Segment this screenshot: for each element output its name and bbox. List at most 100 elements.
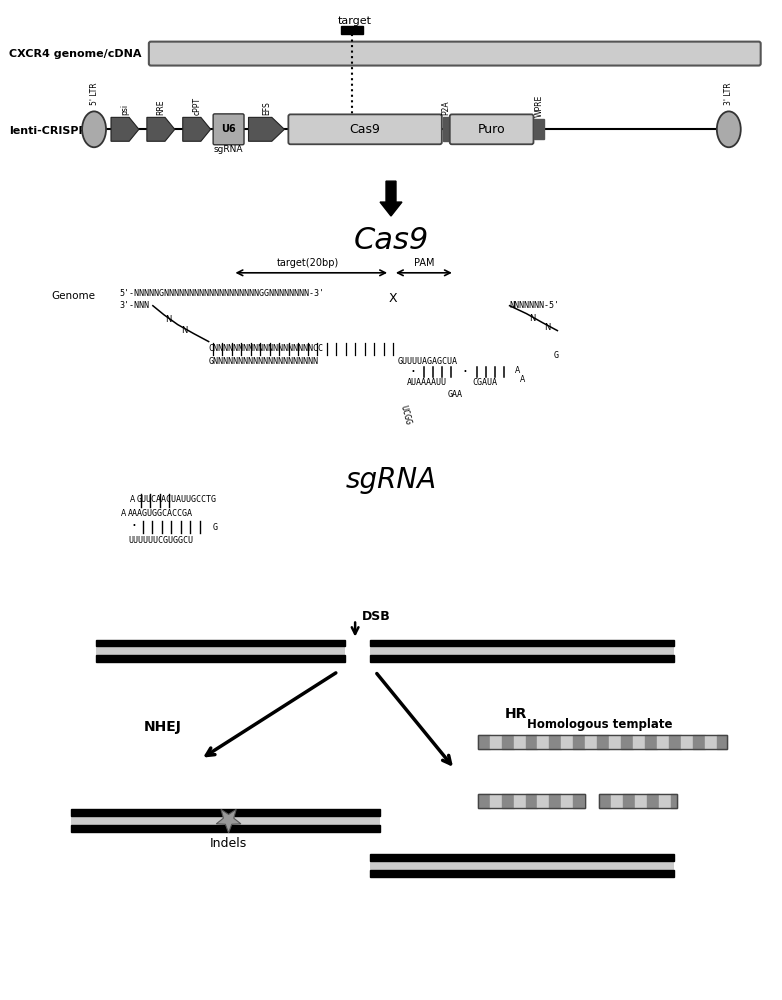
Bar [370, 854, 674, 861]
Text: target(20bp): target(20bp) [277, 258, 339, 268]
Bar [501, 735, 514, 749]
Bar [443, 117, 449, 141]
Ellipse shape [717, 111, 741, 147]
Text: EFS: EFS [262, 102, 271, 115]
Bar [550, 794, 561, 808]
Text: CNNNNNNNNNNNNNNNNNNNNCC: CNNNNNNNNNNNNNNNNNNNNCC [209, 344, 324, 353]
Text: P2A: P2A [441, 101, 450, 115]
Bar [717, 735, 726, 749]
Bar [573, 735, 585, 749]
Text: HR: HR [504, 707, 527, 721]
Text: A: A [515, 366, 520, 375]
Text: N: N [544, 323, 551, 332]
Text: Cas9: Cas9 [353, 226, 429, 255]
Text: GNNNNNNNNNNNNNNNNNNNNN: GNNNNNNNNNNNNNNNNNNNNN [209, 357, 318, 366]
Bar [609, 735, 621, 749]
Bar [96, 640, 345, 646]
Bar [623, 794, 635, 808]
Bar [561, 735, 573, 749]
Text: Indels: Indels [210, 837, 247, 850]
Text: A: A [519, 375, 525, 384]
Text: target: target [338, 16, 372, 26]
Text: CXCR4 genome/cDNA: CXCR4 genome/cDNA [9, 49, 142, 59]
Text: N: N [529, 314, 536, 323]
Text: G: G [213, 523, 217, 532]
Polygon shape [217, 809, 241, 833]
Text: cPPT: cPPT [192, 97, 201, 115]
Text: N: N [166, 315, 172, 324]
Text: Puro: Puro [478, 123, 505, 136]
Bar [659, 794, 671, 808]
Text: UUUUUUCGUGGCU: UUUUUUCGUGGCU [128, 536, 193, 545]
Bar [705, 735, 717, 749]
Text: CGAUA: CGAUA [472, 378, 497, 387]
Text: RRE: RRE [156, 100, 165, 115]
Polygon shape [111, 117, 139, 141]
Bar [478, 735, 490, 749]
Bar [341, 26, 363, 34]
Bar [478, 794, 490, 808]
Bar [681, 735, 693, 749]
Polygon shape [249, 117, 285, 141]
Text: 3'-NNN: 3'-NNN [119, 301, 149, 310]
Text: psi: psi [120, 104, 130, 115]
Text: G: G [554, 351, 558, 360]
Bar [645, 735, 657, 749]
Text: Genome: Genome [51, 291, 95, 301]
Bar [647, 794, 659, 808]
Bar [669, 735, 681, 749]
Bar [635, 794, 647, 808]
Bar [490, 794, 501, 808]
Bar [585, 735, 597, 749]
Bar [550, 735, 561, 749]
Text: 3' LTR: 3' LTR [724, 83, 734, 105]
FancyBboxPatch shape [289, 114, 442, 144]
Bar [612, 794, 623, 808]
Bar [501, 794, 514, 808]
Bar [599, 794, 677, 808]
Bar [526, 794, 537, 808]
Bar [514, 794, 526, 808]
Bar [526, 735, 537, 749]
Text: 5'-NNNNNGNNNNNNNNNNNNNNNNNNNGGNNNNNNNN-3': 5'-NNNNNGNNNNNNNNNNNNNNNNNNNGGNNNNNNNN-3… [119, 289, 324, 298]
FancyArrow shape [380, 181, 402, 216]
Bar [633, 735, 645, 749]
Ellipse shape [82, 111, 106, 147]
Bar [597, 735, 609, 749]
Text: lenti-CRISPR: lenti-CRISPR [9, 126, 88, 136]
Text: A: A [120, 509, 126, 518]
FancyBboxPatch shape [450, 114, 533, 144]
FancyBboxPatch shape [213, 114, 244, 145]
Text: ·: · [411, 365, 415, 380]
Bar [370, 861, 674, 870]
Bar [534, 119, 544, 139]
Bar [478, 735, 726, 749]
Text: ·: · [462, 365, 467, 380]
Bar [96, 646, 345, 655]
Bar [599, 794, 612, 808]
Bar [71, 825, 380, 832]
Text: UCGG: UCGG [398, 404, 412, 426]
Text: DSB: DSB [362, 610, 391, 623]
Bar [370, 655, 674, 662]
Text: NNNNNNN-5': NNNNNNN-5' [510, 301, 560, 310]
Bar [514, 735, 526, 749]
Text: 5' LTR: 5' LTR [90, 83, 99, 105]
Bar [370, 870, 674, 877]
Bar [71, 816, 380, 825]
Bar [478, 794, 585, 808]
Bar [490, 735, 501, 749]
Bar [573, 794, 585, 808]
Bar [671, 794, 677, 808]
Bar [561, 794, 573, 808]
Bar [657, 735, 669, 749]
Text: sgRNA: sgRNA [346, 466, 436, 494]
Bar [537, 735, 550, 749]
Polygon shape [183, 117, 210, 141]
Bar [621, 735, 633, 749]
Bar [537, 794, 550, 808]
Text: A: A [130, 495, 135, 504]
Text: Cas9: Cas9 [350, 123, 381, 136]
Text: X: X [389, 292, 397, 305]
Text: WPRE: WPRE [535, 95, 544, 117]
